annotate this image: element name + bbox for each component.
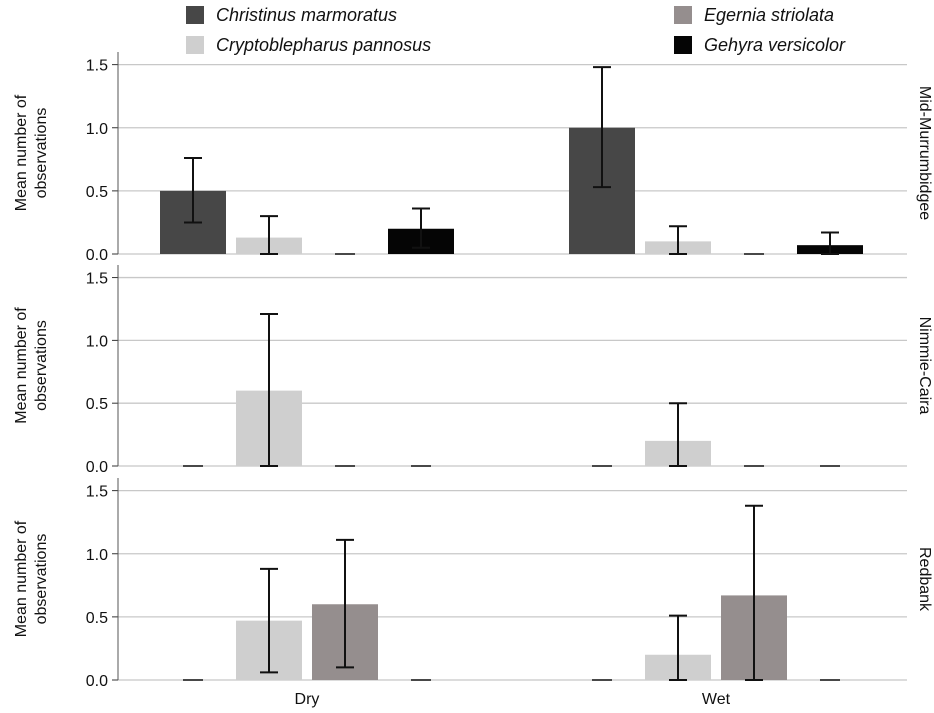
y-axis-title: Mean number of observations [13, 307, 50, 424]
legend: Christinus marmoratus Cryptoblepharus pan… [186, 5, 846, 55]
y-axis-title: Mean number of observations [13, 94, 50, 211]
legend-label: Christinus marmoratus [216, 5, 397, 25]
y-tick-label: 0.0 [86, 673, 108, 690]
x-category-label: Wet [702, 691, 731, 708]
facet-label: Nimmie-Caira [916, 317, 933, 415]
y-tick-label: 1.0 [86, 547, 108, 564]
legend-swatch [674, 6, 692, 24]
legend-label: Gehyra versicolor [704, 35, 846, 55]
y-tick-label: 0.0 [86, 459, 108, 476]
legend-label: Cryptoblepharus pannosus [216, 35, 431, 55]
facet-panel: 0.0 0.5 1.0 1.5 Mean number of observations Ni… [13, 265, 933, 476]
y-tick-label: 1.5 [86, 271, 108, 288]
facet-panel: 0.0 0.5 1.0 1.5 Mean number of observations Mi… [13, 52, 933, 264]
y-axis-title-line: observations [33, 534, 50, 625]
y-tick-label: 1.0 [86, 333, 108, 350]
y-tick-label: 1.5 [86, 58, 108, 75]
legend-swatch [674, 36, 692, 54]
legend-label: Egernia striolata [704, 5, 834, 25]
facet-label: Mid-Murrumbidgee [916, 86, 933, 220]
y-tick-label: 0.0 [86, 247, 108, 264]
y-axis-title-line: observations [33, 108, 50, 199]
facet-label: Redbank [916, 547, 933, 612]
y-axis-title-line: observations [33, 320, 50, 411]
y-tick-label: 0.5 [86, 610, 108, 627]
y-axis-title: Mean number of observations [13, 520, 50, 637]
y-tick-label: 0.5 [86, 184, 108, 201]
facet-panel: 0.0 0.5 1.0 1.5 Mean number of observations Re… [13, 478, 933, 690]
y-axis-title-line: Mean number of [13, 520, 30, 637]
legend-swatch [186, 6, 204, 24]
x-category-labels: Dry Wet [295, 691, 731, 708]
y-tick-label: 1.0 [86, 121, 108, 138]
y-axis-title-line: Mean number of [13, 307, 30, 424]
y-axis-title-line: Mean number of [13, 94, 30, 211]
legend-swatch [186, 36, 204, 54]
y-tick-label: 1.5 [86, 484, 108, 501]
y-tick-label: 0.5 [86, 396, 108, 413]
x-category-label: Dry [295, 691, 320, 708]
